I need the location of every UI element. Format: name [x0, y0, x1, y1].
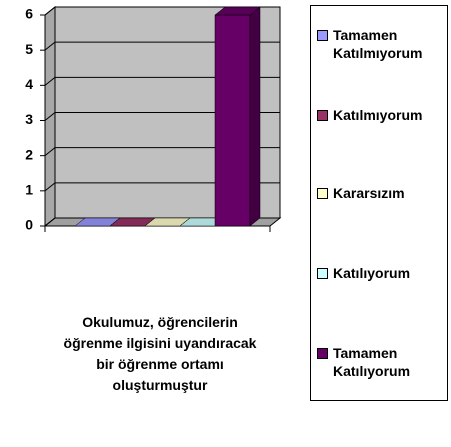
grid-line [44, 76, 280, 86]
y-tick-label: 5 [25, 41, 33, 57]
legend-swatch [317, 188, 328, 199]
bar-side [249, 6, 261, 227]
y-tick-label: 2 [25, 146, 33, 162]
legend: Tamamen Katılmıyorum Katılmıyorum Kararsız… [310, 5, 448, 401]
legend-item: Kararsızım [317, 184, 447, 202]
y-tick-label: 1 [25, 182, 33, 198]
grid-line [44, 182, 280, 192]
y-tick-label: 0 [25, 217, 33, 233]
legend-item: Katılıyorum [317, 264, 447, 282]
y-tick-label: 6 [25, 6, 33, 22]
bar-front [214, 14, 251, 227]
legend-label: Katılmıyorum [333, 107, 423, 123]
grid-line [44, 112, 280, 121]
legend-item: Katılmıyorum [317, 106, 447, 124]
legend-swatch [317, 348, 328, 359]
y-tick-label: 4 [25, 76, 33, 92]
legend-label: Kararsızım [333, 185, 405, 201]
category-label: Okulumuz, öğrencilerin öğrenme ilgisini … [63, 314, 257, 393]
legend-item: Tamamen Katılmıyorum [317, 26, 447, 62]
grid-line [44, 147, 280, 157]
grid-line [44, 6, 280, 16]
legend-swatch [317, 268, 328, 279]
legend-item: Tamamen Katılıyorum [317, 344, 447, 380]
legend-label: Tamamen Katılmıyorum [333, 27, 423, 61]
grid-line [44, 41, 280, 51]
legend-swatch [317, 110, 328, 121]
legend-label: Katılıyorum [333, 265, 411, 281]
y-tick-label: 3 [25, 111, 33, 127]
legend-label: Tamamen Katılıyorum [333, 345, 411, 379]
legend-swatch [317, 30, 328, 41]
